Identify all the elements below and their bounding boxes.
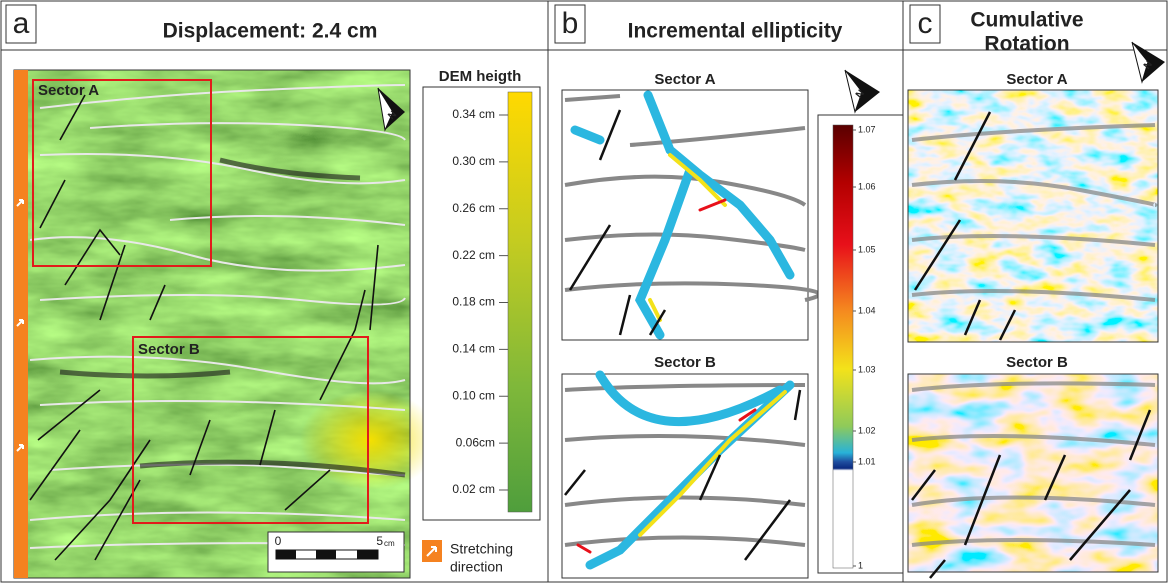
- panel-title: Incremental ellipticity: [628, 20, 843, 43]
- colorbar-tick-label: 1: [858, 560, 863, 570]
- colorbar-tick-label: 1.07: [858, 124, 876, 134]
- rect: [276, 550, 296, 559]
- scale-bar: [276, 550, 378, 559]
- rect: [357, 550, 378, 559]
- stretch-strip: [14, 70, 28, 578]
- rect: [316, 550, 336, 559]
- panel-title: Rotation: [984, 33, 1069, 56]
- colorbar-tick-label: 1.03: [858, 364, 876, 374]
- stretch-text: Stretching: [450, 541, 513, 557]
- sector-label: Sector B: [1006, 354, 1068, 371]
- dem-colorbar: [508, 92, 532, 512]
- legend-tick-label: 0.34 cm: [452, 107, 495, 121]
- colorbar-tick-label: 1.06: [858, 181, 876, 191]
- legend-tick-label: 0.06cm: [456, 435, 495, 449]
- panel-label: c: [918, 7, 933, 40]
- sector-label: Sector A: [38, 82, 99, 99]
- ellipticity-map: [562, 90, 808, 340]
- scale-start: 0: [275, 534, 282, 548]
- stretch-text: direction: [450, 559, 503, 575]
- colorbar-tick-label: 1.05: [858, 244, 876, 254]
- figure: a Displacement: 2.4 cm Sector A Sector B…: [0, 0, 1168, 583]
- panel-label: b: [562, 7, 579, 40]
- legend-tick-label: 0.14 cm: [452, 342, 495, 356]
- legend-tick-label: 0.30 cm: [452, 154, 495, 168]
- scale-end: 5: [376, 534, 383, 548]
- ellipticity-colorbar: [833, 125, 853, 568]
- sector-label: Sector A: [1006, 71, 1067, 88]
- panel-label: a: [13, 7, 30, 40]
- legend-tick-label: 0.22 cm: [452, 248, 495, 262]
- legend-tick-label: 0.18 cm: [452, 295, 495, 309]
- legend-title: DEM heigth: [439, 68, 522, 85]
- legend-tick-label: 0.02 cm: [452, 482, 495, 496]
- legend-tick-label: 0.10 cm: [452, 388, 495, 402]
- sector-label: Sector A: [654, 71, 715, 88]
- sector-label: Sector B: [138, 341, 200, 358]
- legend-tick-label: 0.26 cm: [452, 201, 495, 215]
- panel-title: Cumulative: [970, 9, 1083, 32]
- colorbar-tick-label: 1.04: [858, 305, 876, 315]
- scale-unit: cm: [384, 539, 395, 548]
- panel-title: Displacement: 2.4 cm: [163, 20, 378, 43]
- colorbar-tick-label: 1.02: [858, 425, 876, 435]
- north-arrow: [845, 70, 880, 112]
- colorbar-tick-label: 1.01: [858, 456, 876, 466]
- sector-label: Sector B: [654, 354, 716, 371]
